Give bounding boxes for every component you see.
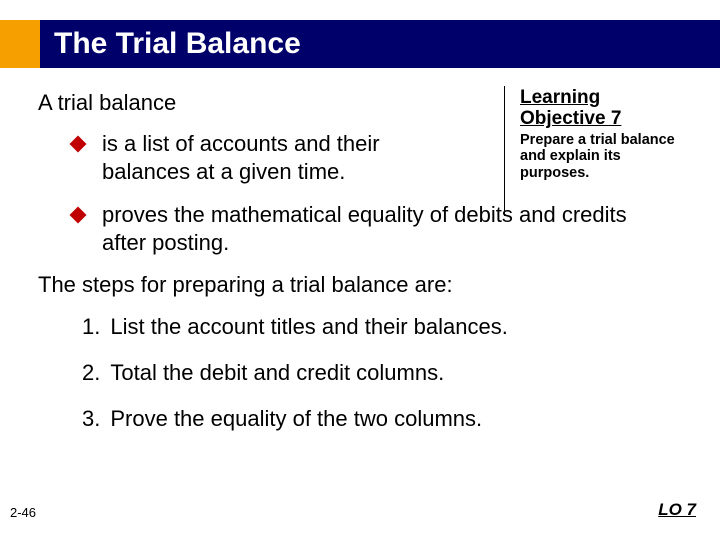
step-item: 2. Total the debit and credit columns. <box>82 360 682 386</box>
bullet-text: is a list of accounts and their balances… <box>102 130 472 185</box>
steps-intro: The steps for preparing a trial balance … <box>38 272 682 298</box>
accent-block <box>0 20 40 68</box>
bullet-item: proves the mathematical equality of debi… <box>72 201 682 256</box>
title-bar: The Trial Balance <box>0 20 720 68</box>
step-text: List the account titles and their balanc… <box>110 314 507 340</box>
step-number: 2. <box>82 360 100 386</box>
slide-number: 2-46 <box>10 505 36 520</box>
lo-description: Prepare a trial balance and explain its … <box>520 132 690 182</box>
step-number: 1. <box>82 314 100 340</box>
diamond-bullet-icon <box>70 136 87 153</box>
step-item: 1. List the account titles and their bal… <box>82 314 682 340</box>
slide-title: The Trial Balance <box>54 27 301 61</box>
bullet-text: proves the mathematical equality of debi… <box>102 201 662 256</box>
step-text: Prove the equality of the two columns. <box>110 406 482 432</box>
title-background: The Trial Balance <box>40 20 720 68</box>
step-item: 3. Prove the equality of the two columns… <box>82 406 682 432</box>
lo-tag: LO 7 <box>658 500 696 520</box>
vertical-divider <box>504 86 505 216</box>
learning-objective-sidebar: Learning Objective 7 Prepare a trial bal… <box>520 88 690 182</box>
step-text: Total the debit and credit columns. <box>110 360 444 386</box>
lo-title: Learning Objective 7 <box>520 88 690 130</box>
diamond-bullet-icon <box>70 207 87 224</box>
step-number: 3. <box>82 406 100 432</box>
